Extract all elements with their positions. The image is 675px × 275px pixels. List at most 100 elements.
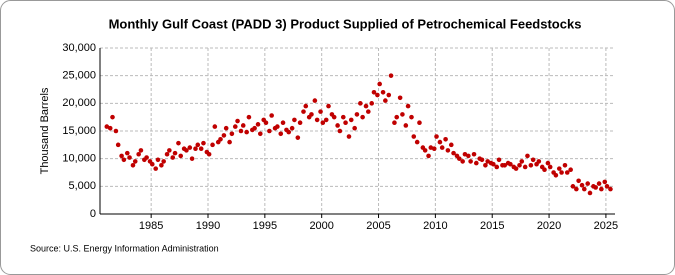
- data-point: [587, 190, 593, 196]
- data-point: [176, 140, 181, 146]
- y-tick-label: 5,000: [68, 180, 96, 192]
- data-point: [434, 134, 439, 139]
- data-point: [172, 150, 178, 156]
- data-point: [519, 159, 525, 164]
- data-point: [115, 142, 121, 148]
- chart-title: Monthly Gulf Coast (PADD 3) Product Supp…: [109, 16, 582, 31]
- data-point: [138, 148, 144, 153]
- y-tick-label: 25,000: [62, 70, 96, 82]
- x-tick-label: 2015: [480, 220, 504, 232]
- data-point: [513, 166, 519, 171]
- data-point: [187, 145, 193, 150]
- data-point: [596, 181, 602, 186]
- data-point: [392, 120, 397, 125]
- data-point: [545, 160, 551, 166]
- x-tick-label: 1995: [253, 220, 277, 232]
- data-point: [522, 164, 528, 170]
- data-point: [178, 153, 184, 159]
- x-tick-label: 2025: [594, 220, 618, 232]
- data-point: [409, 114, 414, 120]
- data-point: [599, 186, 604, 192]
- data-point: [153, 166, 159, 171]
- data-point: [144, 155, 149, 160]
- data-point: [275, 124, 280, 129]
- data-point: [517, 163, 522, 168]
- data-point: [593, 185, 598, 190]
- data-point: [314, 117, 320, 123]
- data-point: [343, 120, 348, 125]
- y-tick-label: 30,000: [62, 42, 96, 54]
- x-tick-label: 2010: [423, 220, 447, 232]
- data-point: [223, 125, 229, 131]
- data-point: [210, 142, 215, 148]
- x-tick-label: 2005: [366, 220, 390, 232]
- data-point: [525, 153, 530, 159]
- data-point: [466, 153, 471, 159]
- data-point: [485, 159, 490, 164]
- x-tick-label: 2000: [309, 220, 333, 232]
- data-point: [496, 157, 502, 163]
- data-point: [451, 150, 456, 156]
- data-point: [309, 112, 314, 117]
- data-point: [403, 123, 409, 128]
- data-point: [528, 163, 534, 168]
- data-point: [303, 103, 309, 109]
- data-point: [536, 159, 542, 164]
- data-point: [602, 179, 608, 185]
- data-point: [579, 182, 585, 188]
- data-point: [184, 148, 189, 153]
- data-point: [411, 134, 417, 139]
- data-point: [195, 142, 201, 148]
- data-point: [360, 114, 365, 120]
- data-point: [439, 145, 445, 150]
- data-point: [542, 167, 547, 173]
- data-point: [235, 118, 240, 124]
- data-point: [227, 139, 232, 145]
- data-point: [337, 128, 343, 134]
- data-point: [326, 103, 331, 109]
- data-point: [318, 109, 323, 114]
- data-point: [312, 98, 318, 103]
- data-point: [474, 160, 479, 166]
- data-point: [352, 125, 357, 131]
- data-point: [394, 114, 400, 120]
- x-tick-label: 1990: [196, 220, 220, 232]
- data-point: [221, 133, 227, 138]
- data-point: [218, 137, 223, 142]
- data-point: [553, 172, 559, 178]
- data-point: [164, 151, 170, 157]
- data-point: [113, 128, 119, 134]
- data-point: [547, 164, 553, 170]
- data-point: [286, 129, 292, 135]
- data-point: [483, 163, 488, 168]
- data-point: [238, 128, 244, 134]
- data-point: [371, 89, 377, 95]
- data-point: [564, 170, 570, 175]
- source-note: Source: U.S. Energy Information Administ…: [30, 243, 219, 253]
- data-point: [445, 148, 451, 153]
- data-point: [119, 153, 124, 159]
- data-point: [443, 137, 448, 142]
- data-point: [570, 184, 576, 189]
- data-point: [422, 148, 428, 153]
- data-point: [582, 186, 587, 192]
- data-point: [431, 146, 437, 152]
- data-point: [161, 159, 166, 164]
- data-point: [426, 153, 431, 159]
- data-point: [257, 131, 263, 137]
- data-point: [297, 120, 303, 125]
- data-point: [348, 117, 354, 123]
- data-point: [244, 129, 249, 135]
- data-point: [301, 109, 306, 114]
- data-point: [124, 150, 130, 156]
- data-point: [354, 112, 360, 117]
- data-point: [471, 151, 477, 157]
- data-point: [346, 134, 352, 139]
- data-point: [585, 181, 591, 186]
- data-point: [508, 161, 513, 167]
- data-point: [280, 120, 286, 125]
- data-point: [155, 157, 161, 163]
- data-point: [576, 178, 581, 184]
- data-point: [149, 161, 155, 167]
